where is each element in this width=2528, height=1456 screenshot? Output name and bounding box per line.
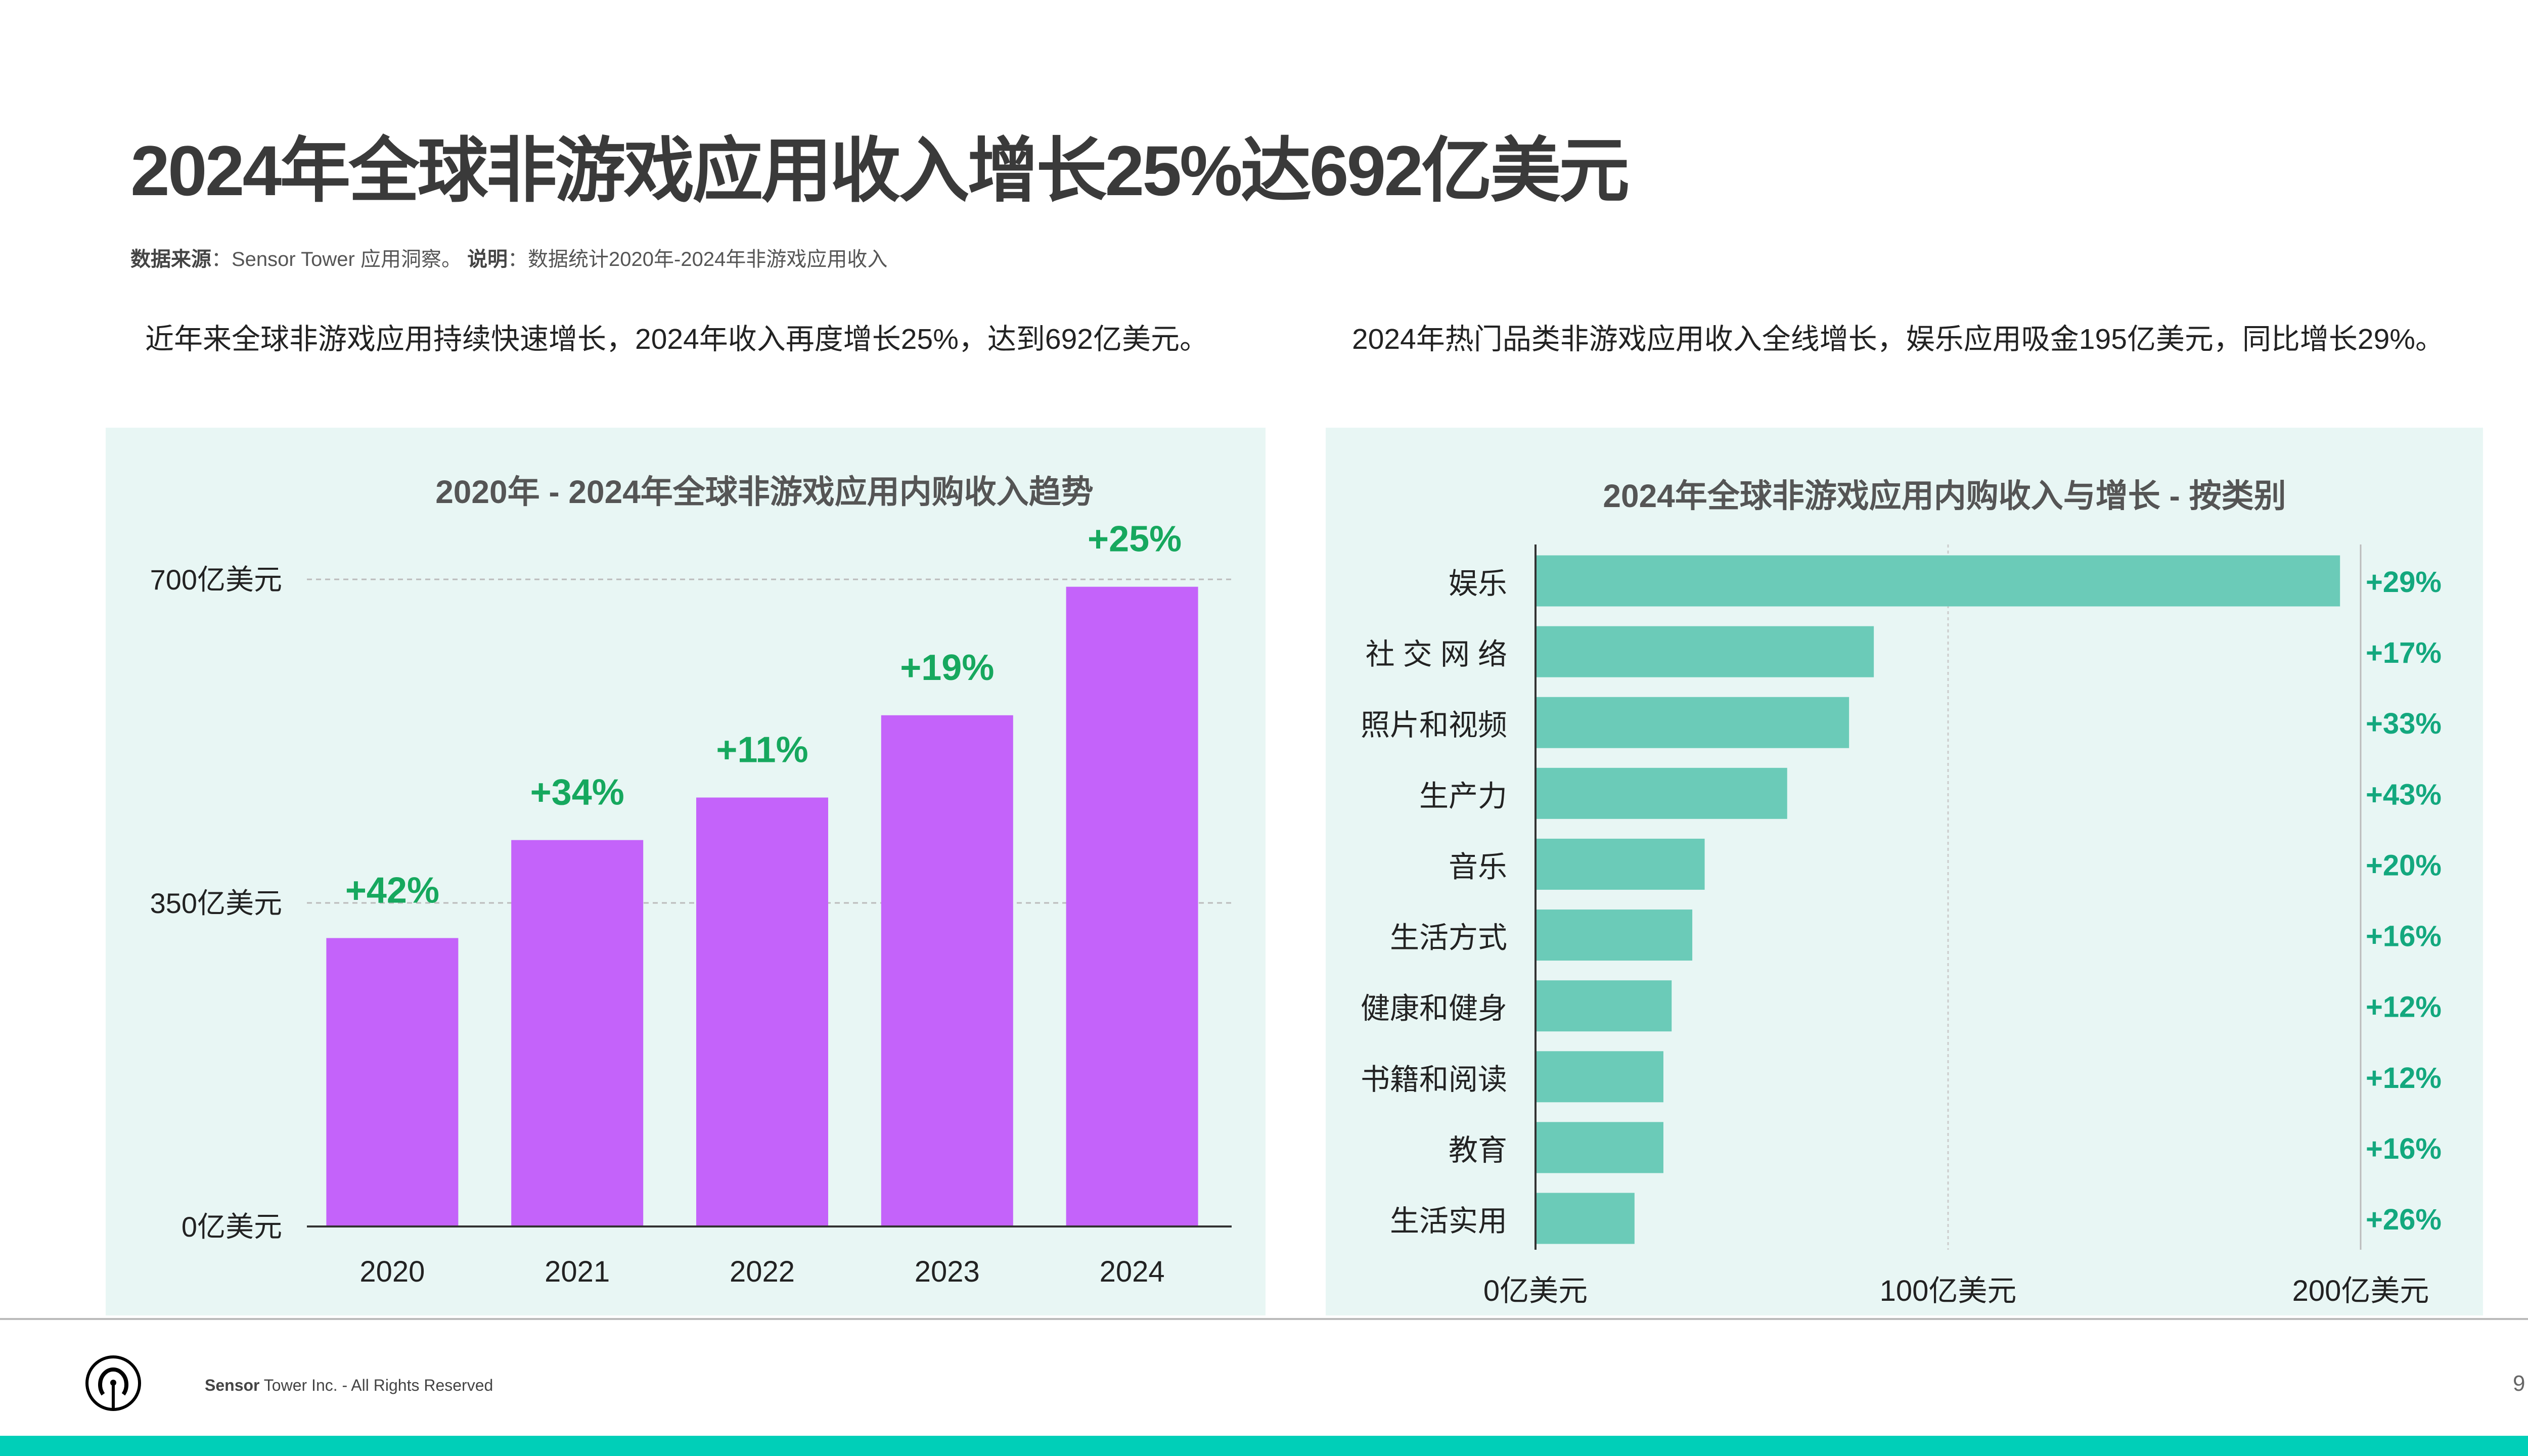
x-tick-label: 0亿美元 bbox=[1483, 1275, 1588, 1307]
bar-1 bbox=[1536, 626, 1874, 677]
x-tick-label: 200亿美元 bbox=[2292, 1275, 2429, 1307]
category-label: 健康和健身 bbox=[1361, 992, 1507, 1025]
x-tick-label: 2023 bbox=[915, 1255, 980, 1288]
category-label: 教育 bbox=[1449, 1134, 1507, 1167]
x-tick-label: 2020 bbox=[359, 1255, 425, 1288]
category-label: 书籍和阅读 bbox=[1361, 1063, 1507, 1096]
note-label: 说明 bbox=[467, 248, 508, 270]
growth-label: +43% bbox=[2366, 778, 2442, 811]
growth-label: +11% bbox=[716, 730, 808, 770]
bar-3 bbox=[1536, 767, 1787, 819]
x-tick-label: 2021 bbox=[545, 1255, 610, 1288]
category-label: 生活实用 bbox=[1390, 1205, 1507, 1238]
category-label: 生活方式 bbox=[1390, 922, 1507, 954]
growth-label: +12% bbox=[2366, 1062, 2442, 1095]
growth-label: +33% bbox=[2366, 707, 2442, 740]
bar-8 bbox=[1536, 1122, 1663, 1173]
growth-label: +16% bbox=[2366, 1132, 2442, 1165]
source-label: 数据来源 bbox=[130, 248, 211, 270]
bar-2024 bbox=[1066, 586, 1198, 1226]
bar-7 bbox=[1536, 1051, 1663, 1103]
growth-label: +29% bbox=[2366, 566, 2442, 599]
bar-2021 bbox=[511, 840, 644, 1226]
category-label: 音乐 bbox=[1449, 850, 1507, 883]
growth-label: +17% bbox=[2366, 636, 2442, 669]
bar-5 bbox=[1536, 909, 1693, 961]
y-tick-label: 350亿美元 bbox=[150, 887, 282, 919]
growth-label: +16% bbox=[2366, 920, 2442, 953]
x-tick-label: 100亿美元 bbox=[1880, 1275, 2017, 1307]
growth-label: +12% bbox=[2366, 991, 2442, 1024]
growth-label: +26% bbox=[2366, 1203, 2442, 1236]
growth-label: +20% bbox=[2366, 849, 2442, 882]
bar-2020 bbox=[326, 938, 459, 1226]
bar-0 bbox=[1536, 555, 2340, 607]
source-text: ：Sensor Tower 应用洞察。 bbox=[211, 248, 468, 270]
category-label: 照片和视频 bbox=[1361, 709, 1507, 742]
bar-6 bbox=[1536, 980, 1672, 1032]
footer-brand: Sensor bbox=[205, 1376, 260, 1394]
bottom-accent-bar bbox=[0, 1436, 2528, 1456]
y-tick-label: 700亿美元 bbox=[150, 564, 282, 596]
bar-2023 bbox=[881, 715, 1013, 1226]
sensor-tower-logo-icon bbox=[85, 1355, 141, 1411]
bar-2022 bbox=[696, 797, 828, 1226]
left-chart-title: 2020年 - 2024年全球非游戏应用内购收入趋势 bbox=[435, 474, 1094, 510]
category-label: 社 交 网 络 bbox=[1366, 638, 1507, 671]
page-number: 9 bbox=[2513, 1371, 2525, 1396]
footer-copyright: Sensor Tower Inc. - All Rights Reserved bbox=[205, 1376, 493, 1395]
footer-divider bbox=[0, 1318, 2528, 1320]
growth-label: +19% bbox=[900, 648, 994, 688]
left-summary: 近年来全球非游戏应用持续快速增长，2024年收入再度增长25%，达到692亿美元… bbox=[145, 323, 1208, 355]
category-label: 娱乐 bbox=[1449, 567, 1507, 600]
bar-2 bbox=[1536, 697, 1849, 748]
right-summary: 2024年热门品类非游戏应用收入全线增长，娱乐应用吸金195亿美元，同比增长29… bbox=[1352, 323, 2444, 355]
category-label: 生产力 bbox=[1419, 780, 1507, 812]
footer-text: Tower Inc. - All Rights Reserved bbox=[259, 1376, 493, 1394]
x-tick-label: 2022 bbox=[730, 1255, 795, 1288]
note-text: ：数据统计2020年-2024年非游戏应用收入 bbox=[508, 248, 888, 270]
growth-label: +34% bbox=[530, 772, 624, 813]
bar-9 bbox=[1536, 1193, 1635, 1244]
y-tick-label: 0亿美元 bbox=[182, 1211, 282, 1243]
page-title: 2024年全球非游戏应用收入增长25%达692亿美元 bbox=[130, 131, 1630, 210]
x-tick-label: 2024 bbox=[1100, 1255, 1165, 1288]
data-source-note: 数据来源：Sensor Tower 应用洞察。 说明：数据统计2020年-202… bbox=[130, 243, 887, 272]
right-chart-title: 2024年全球非游戏应用内购收入与增长 - 按类别 bbox=[1603, 478, 2286, 514]
growth-label: +25% bbox=[1088, 519, 1182, 560]
growth-label: +42% bbox=[345, 870, 439, 911]
bar-4 bbox=[1536, 838, 1705, 890]
